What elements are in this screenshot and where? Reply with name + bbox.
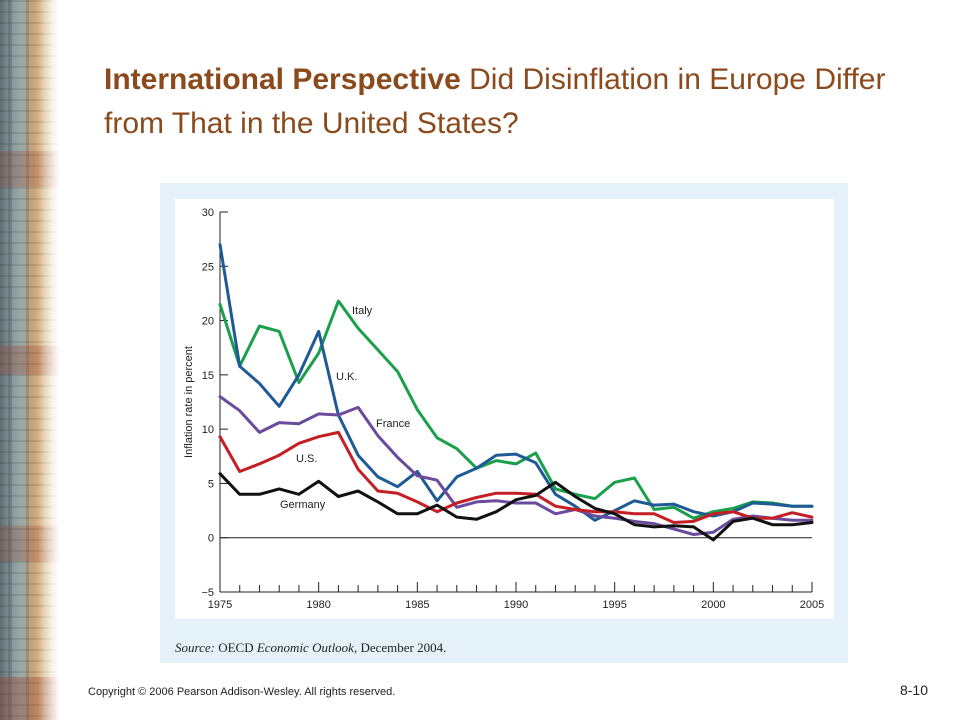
slide-title-rest: Did Disinflation in Europe Differ from T… [104,63,886,140]
series-line-france [218,395,814,536]
slide-number: 8-10 [899,682,928,698]
series-label-france: France [376,418,410,430]
source-publication: Economic Outlook, [256,640,358,655]
copyright-notice: Copyright © 2006 Pearson Addison-Wesley.… [88,686,396,698]
series-label-us: U.S. [296,453,317,465]
series-label-uk: U.K. [336,371,357,383]
source-note: Source: OECD Economic Outlook, December … [175,640,446,656]
source-prefix: Source: [175,640,215,655]
y-tick-label: 10 [202,424,214,436]
plot-area [175,199,834,619]
x-tick-label: 1975 [208,599,232,611]
decorative-left-border [0,0,60,720]
x-tick-label: 1985 [405,599,429,611]
source-org: OECD [218,640,254,655]
series-line-us [218,430,814,524]
series-label-germany: Germany [280,499,326,511]
series-line-italy [218,299,814,520]
x-tick-label: 2005 [800,599,824,611]
y-tick-label: 30 [202,207,214,219]
slide-title-bold: International Perspective [104,63,461,96]
y-tick-label: −5 [201,587,214,599]
y-axis-label: Inflation rate in percent [183,346,195,458]
y-tick-label: 5 [208,478,214,490]
series-label-italy: Italy [352,305,373,317]
source-date: December 2004. [360,640,447,655]
y-tick-label: 15 [202,370,214,382]
slide-title: International Perspective Did Disinflati… [104,58,924,146]
x-tick-label: 2000 [701,599,725,611]
series-line-germany [218,472,814,542]
x-tick-label: 1990 [504,599,528,611]
series-line-uk [218,243,814,522]
x-tick-label: 1980 [306,599,330,611]
y-tick-label: 25 [202,261,214,273]
x-tick-label: 1995 [602,599,626,611]
y-tick-label: 0 [208,533,214,545]
y-tick-label: 20 [202,316,214,328]
